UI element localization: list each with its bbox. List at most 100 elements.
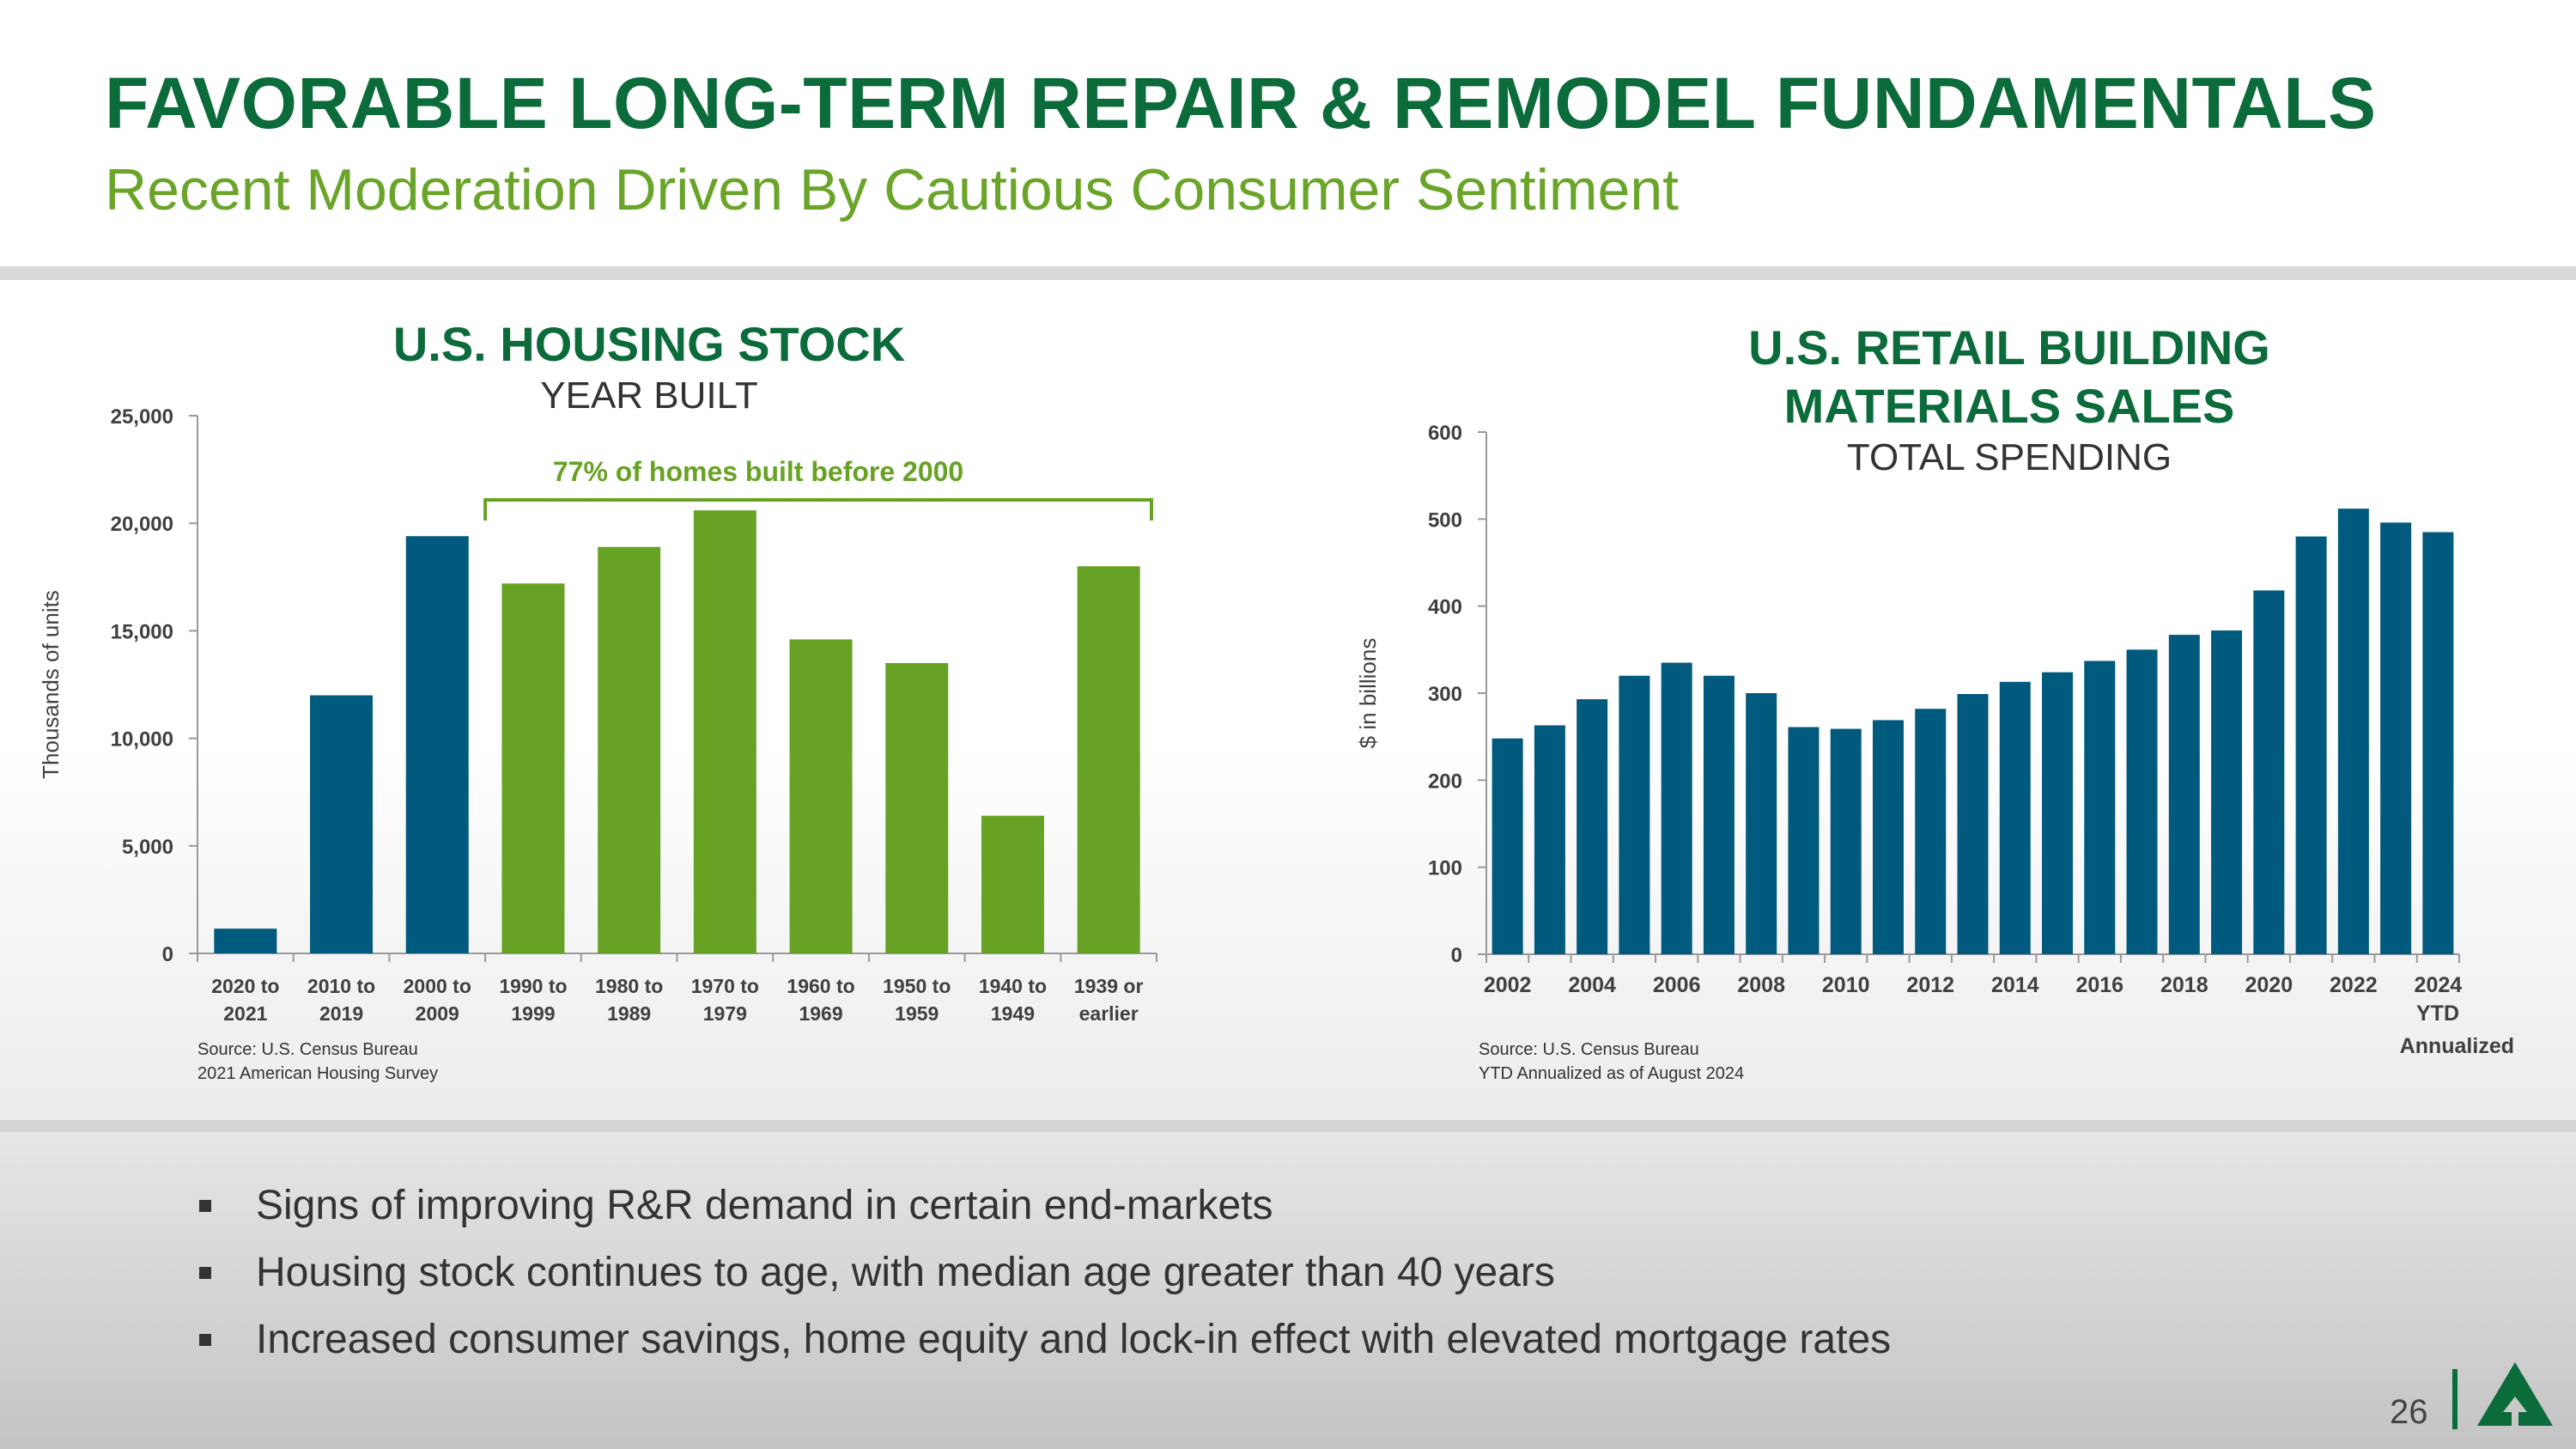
x-tick-label: 2020	[2245, 973, 2293, 997]
bar	[981, 815, 1044, 953]
sales-source: Source: U.S. Census Bureau YTD Annualize…	[1479, 1038, 1744, 1086]
bar	[1746, 693, 1777, 954]
bar	[1872, 720, 1904, 954]
y-tick-label: 0	[162, 943, 173, 966]
bar	[1703, 675, 1735, 954]
y-tick-label: 400	[1428, 596, 1462, 619]
bullet-icon	[199, 1333, 211, 1346]
x-tick-label: 1939 or	[1074, 975, 1144, 997]
x-tick-label: 2014	[1991, 973, 2039, 997]
x-tick-label: 2002	[1484, 973, 1532, 997]
bar	[2042, 672, 2074, 954]
x-tick-label: 2008	[1737, 973, 1785, 997]
y-tick-label: 0	[1451, 944, 1462, 967]
bar	[2337, 508, 2369, 954]
x-tick-label: 1980 to	[595, 975, 663, 997]
annotation-bracket	[483, 498, 1153, 521]
footer-divider	[2452, 1369, 2458, 1429]
x-tick-label: 1990 to	[499, 975, 567, 997]
y-tick-label: 300	[1428, 683, 1462, 706]
y-tick-label: 25,000	[111, 405, 173, 429]
divider	[0, 266, 2576, 280]
x-tick-label: 1959	[895, 1002, 939, 1025]
x-tick-label: 2000 to	[404, 975, 471, 997]
y-tick-label: 20,000	[111, 513, 173, 536]
bar	[2126, 649, 2158, 954]
bar	[789, 639, 853, 953]
y-tick-label: 100	[1428, 857, 1462, 880]
bar	[885, 662, 949, 953]
y-tick-label: 200	[1428, 770, 1462, 793]
annotation-label: 77% of homes built before 2000	[553, 456, 963, 487]
bar	[1830, 728, 1862, 954]
bar	[1999, 681, 2031, 954]
sales-chart-title-line1: U.S. RETAIL BUILDING	[1748, 320, 2270, 374]
x-tick-label: 1979	[703, 1002, 747, 1025]
sales-chart-subtitle: TOTAL SPENDING	[1846, 436, 2172, 478]
x-tick-label: 1999	[511, 1002, 555, 1025]
bar	[1788, 727, 1820, 954]
company-logo-icon	[2477, 1362, 2553, 1426]
bullet-item: Signs of improving R&R demand in certain…	[199, 1182, 1273, 1229]
x-tick-label: 2022	[2330, 973, 2378, 997]
bullet-icon	[199, 1266, 211, 1279]
x-tick-label: 2010 to	[307, 975, 375, 997]
bar	[310, 695, 374, 953]
y-tick-label: 500	[1428, 508, 1462, 532]
source-line: 2021 American Housing Survey	[197, 1064, 439, 1083]
bar	[2295, 536, 2327, 954]
housing-stock-chart: 0 5,000 10,000 15,000 20,000 25,000 Thousands …	[38, 405, 1157, 1025]
bar	[2168, 635, 2200, 954]
x-tick-label: 2010	[1822, 973, 1870, 997]
bar	[1534, 725, 1565, 954]
bar	[214, 928, 277, 953]
bullet-text: Increased consumer savings, home equity …	[256, 1317, 1892, 1362]
x-tick-label: 2006	[1653, 973, 1701, 997]
bullet-item: Increased consumer savings, home equity …	[199, 1316, 1891, 1363]
x-tick-label: 1949	[991, 1002, 1035, 1025]
x-tick-label: 2021	[223, 1002, 267, 1025]
divider	[0, 1120, 2576, 1132]
sales-chart-title-line2: MATERIALS SALES	[1783, 379, 2235, 433]
bar	[1577, 699, 1608, 954]
bar	[2084, 661, 2116, 954]
bar	[693, 510, 756, 953]
x-tick-label: 1969	[799, 1002, 842, 1025]
bar	[1957, 694, 1989, 954]
y-tick-label: 600	[1428, 422, 1462, 445]
bar	[1661, 662, 1692, 954]
bullet-text: Signs of improving R&R demand in certain…	[256, 1183, 1273, 1228]
page-number: 26	[2390, 1393, 2428, 1431]
slide-subtitle: Recent Moderation Driven By Cautious Con…	[105, 157, 1680, 222]
bar	[405, 536, 469, 953]
x-tick-label: 1940 to	[979, 975, 1047, 997]
bullet-item: Housing stock continues to age, with med…	[199, 1249, 1555, 1296]
x-tick-label: 1970 to	[691, 975, 759, 997]
bar	[501, 583, 565, 953]
x-tick-label: 1989	[607, 1002, 651, 1025]
x-tick-label: 2024	[2415, 973, 2463, 997]
source-line: Source: U.S. Census Bureau	[1479, 1040, 1699, 1059]
x-tick-label: 2009	[416, 1002, 459, 1025]
x-tick-label: 2018	[2160, 973, 2208, 997]
x-tick-label: 2016	[2075, 973, 2123, 997]
bar	[1619, 675, 1650, 954]
y-tick-label: 5,000	[122, 836, 173, 859]
y-tick-label: 15,000	[111, 620, 173, 643]
y-axis-label: Thousands of units	[38, 590, 64, 779]
x-tick-label-extra: YTD	[2416, 1002, 2459, 1026]
x-tick-label-extra: Annualized	[2400, 1034, 2514, 1058]
bullet-text: Housing stock continues to age, with med…	[256, 1250, 1555, 1295]
x-tick-label: 1950 to	[883, 975, 951, 997]
x-tick-label: 2020 to	[211, 975, 279, 997]
bar	[2253, 590, 2285, 954]
x-tick-label: 1960 to	[787, 975, 854, 997]
housing-source: Source: U.S. Census Bureau 2021 American…	[197, 1038, 438, 1086]
housing-chart-title: U.S. HOUSING STOCK	[392, 317, 906, 371]
bar	[2211, 630, 2243, 954]
y-tick-label: 10,000	[111, 728, 173, 752]
retail-sales-chart: 0 100 200 300 400 500 600 $ in billions 2002 2004…	[1355, 422, 2514, 1058]
bar	[2422, 532, 2454, 954]
bullet-icon	[199, 1199, 211, 1212]
